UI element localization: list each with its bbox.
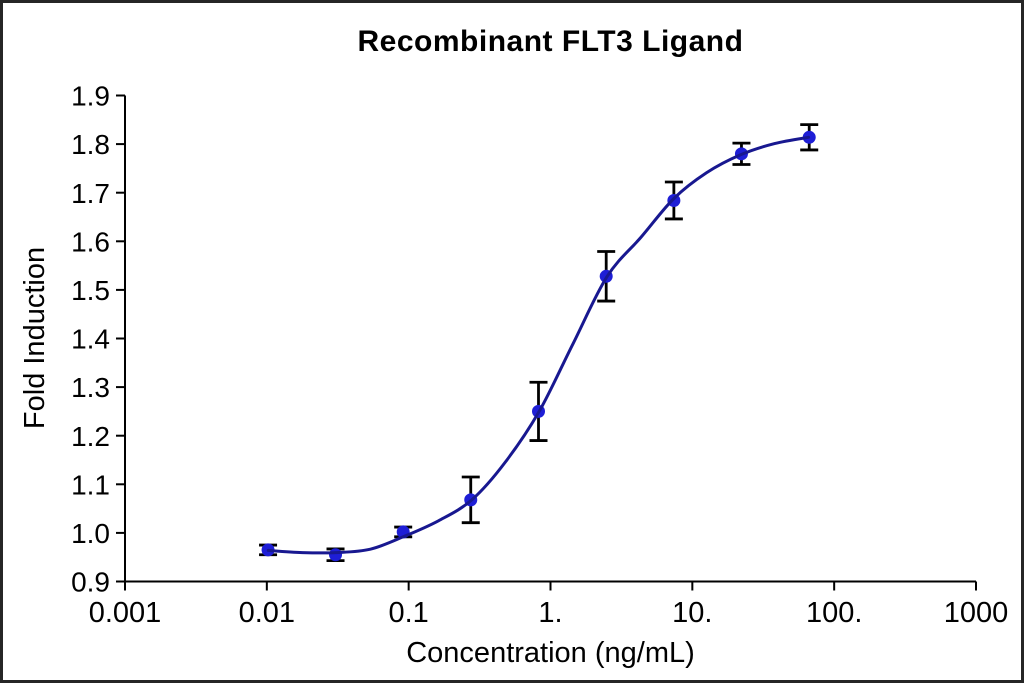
y-tick-label: 1.2 — [71, 421, 110, 452]
y-tick-label: 1.9 — [71, 81, 110, 112]
x-tick-label: 1. — [538, 597, 562, 629]
y-tick-label: 1.0 — [71, 518, 110, 549]
x-tick-label: 1000 — [944, 597, 1009, 629]
x-tick-label: 0.001 — [89, 597, 162, 629]
x-axis-label: Concentration (ng/mL) — [406, 637, 695, 669]
y-tick-label: 1.6 — [71, 226, 110, 257]
y-tick-label: 1.8 — [71, 129, 110, 160]
data-point-marker — [329, 548, 343, 562]
y-tick-label: 1.7 — [71, 178, 110, 209]
x-tick-label: 100. — [806, 597, 862, 629]
y-tick-label: 1.5 — [71, 275, 110, 306]
y-tick-label: 1.3 — [71, 372, 110, 403]
y-tick-label: 1.1 — [71, 469, 110, 500]
chart-title: Recombinant FLT3 Ligand — [357, 25, 744, 58]
y-tick-label: 0.9 — [71, 567, 110, 598]
x-tick-label: 0.01 — [239, 597, 295, 629]
x-tick-label: 0.1 — [389, 597, 429, 629]
y-tick-label: 1.4 — [71, 324, 110, 355]
x-tick-label: 10. — [672, 597, 712, 629]
plot-area: 0.9 1.0 1.1 1.2 1.3 1.4 1.5 1.6 1.7 1.8 1.9 0.001 0.… — [71, 81, 1009, 629]
fit-curve — [266, 135, 811, 555]
